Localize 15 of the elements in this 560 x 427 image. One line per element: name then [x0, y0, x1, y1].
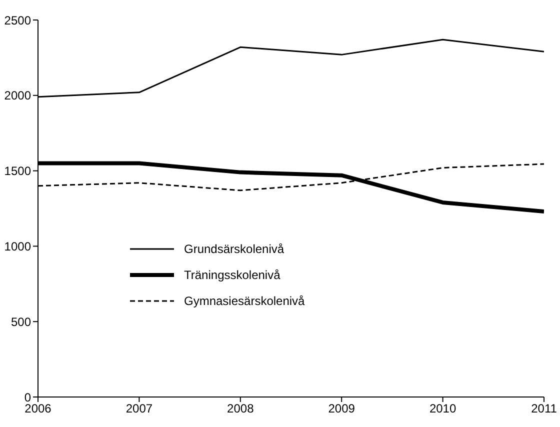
x-tick-label: 2006	[24, 402, 52, 416]
y-tick-label: 0	[24, 390, 32, 404]
y-tick-label: 500	[10, 314, 32, 329]
y-tick-label: 1500	[4, 164, 32, 178]
legend-label: Gymnasiesärskolenivå	[184, 294, 305, 308]
x-tick-label: 2009	[328, 402, 356, 416]
y-tick-label: 2000	[4, 88, 32, 103]
y-tick-label: 2500	[4, 13, 32, 28]
x-tick-label: 2007	[126, 402, 153, 416]
x-tick-label: 2008	[227, 402, 254, 416]
y-tick-label: 1000	[4, 239, 32, 254]
legend-label: Grundsärskolenivå	[184, 242, 284, 256]
x-tick-label: 2010	[429, 402, 456, 416]
x-tick-label: 2011	[531, 402, 558, 416]
legend-label: Träningsskolenivå	[184, 268, 280, 282]
